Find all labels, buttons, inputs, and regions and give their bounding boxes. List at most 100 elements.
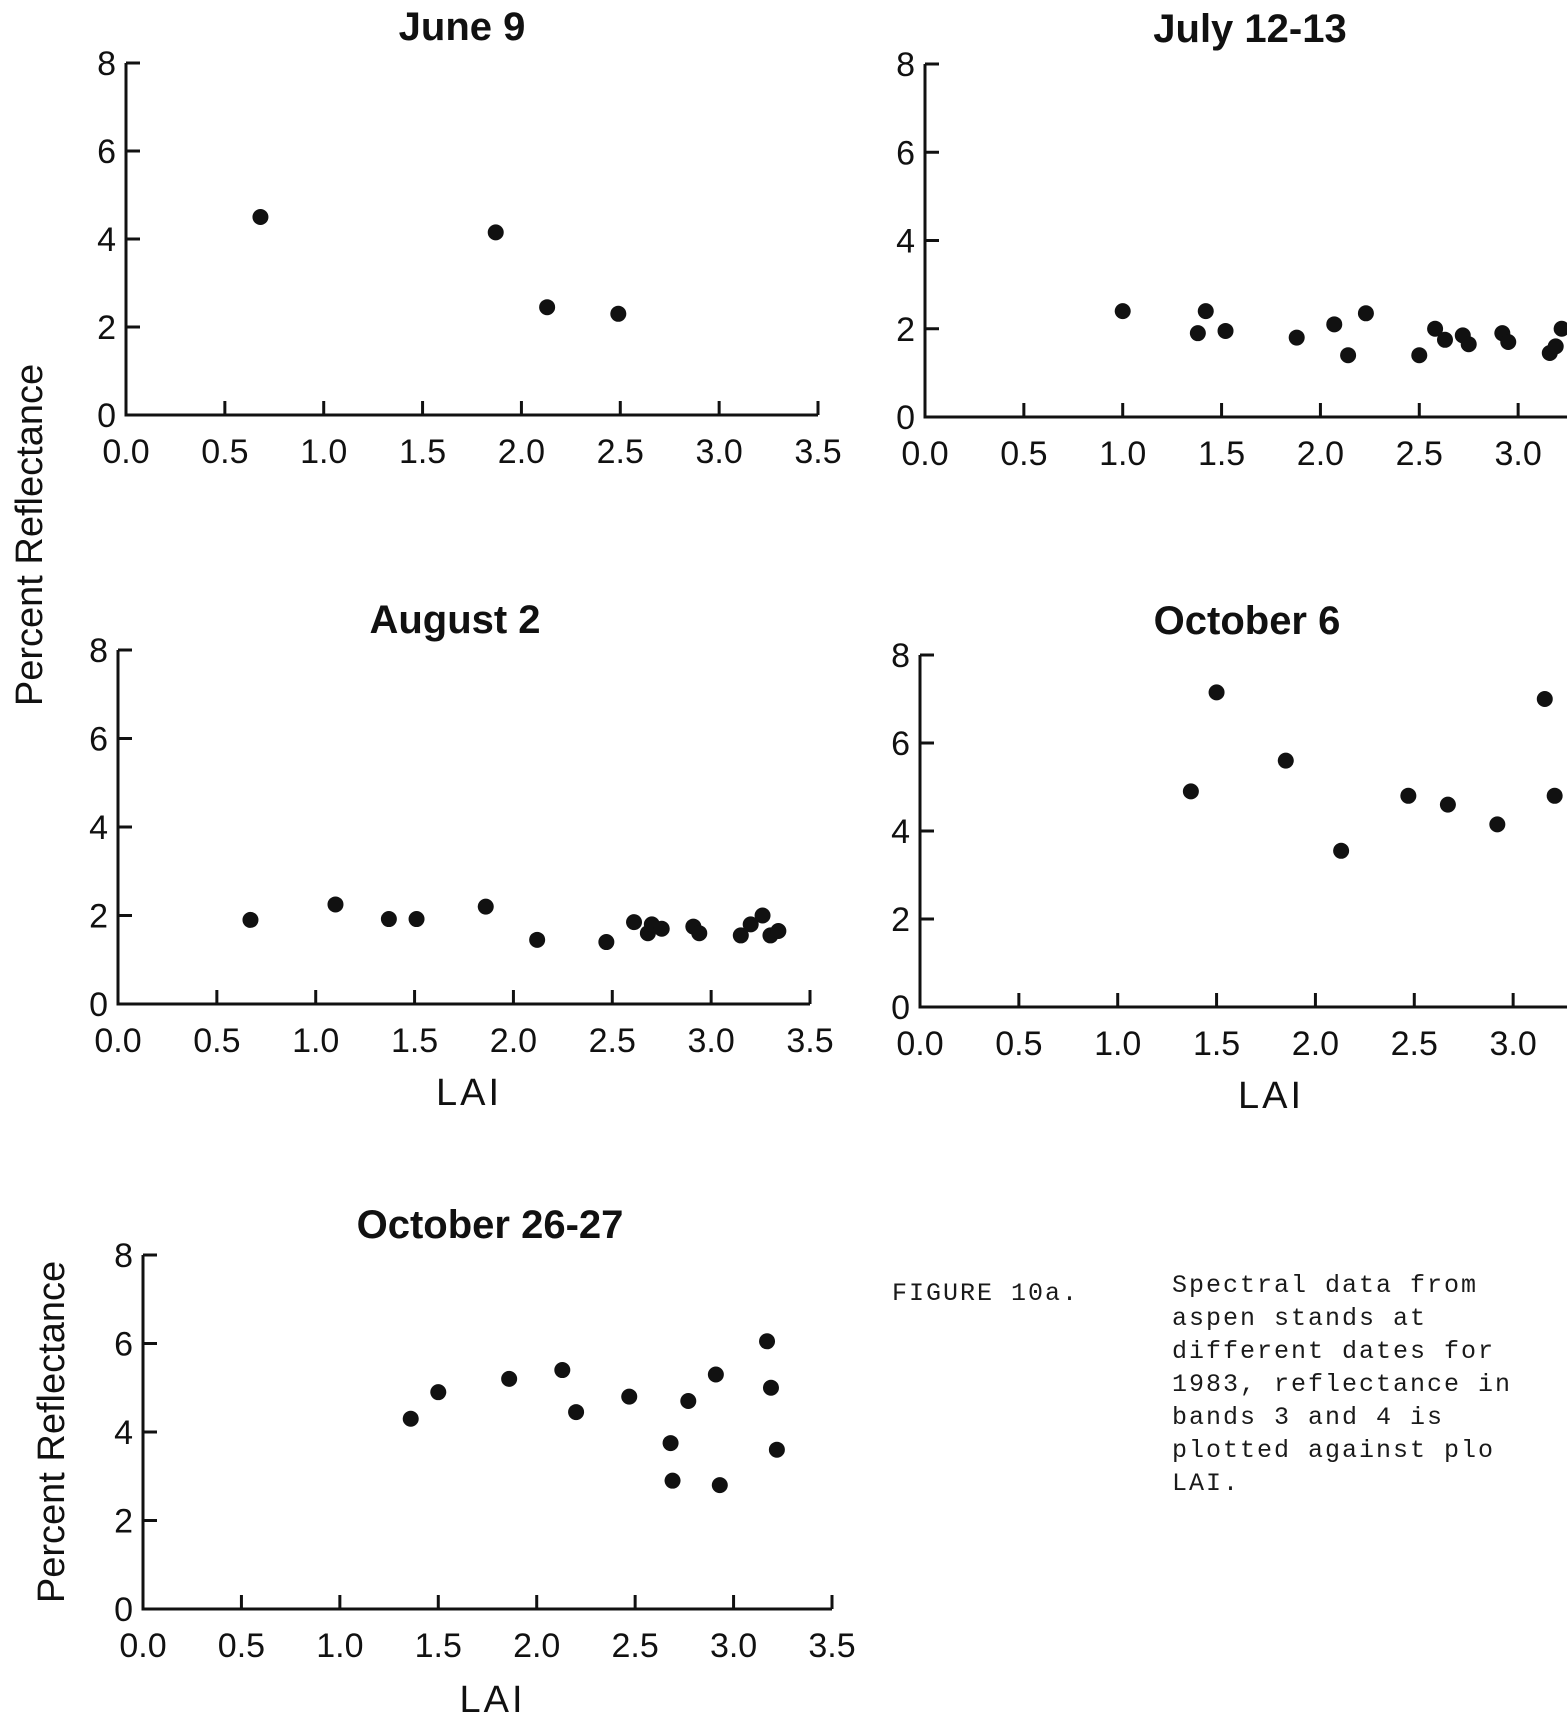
x-tick-label: 1.0	[1099, 435, 1146, 473]
panel-title: October 26-27	[357, 1203, 624, 1247]
x-tick-label: 1.0	[316, 1627, 363, 1665]
data-point	[430, 1384, 447, 1401]
data-point	[1326, 316, 1343, 333]
data-point	[380, 911, 397, 928]
data-point	[554, 1362, 571, 1379]
x-tick-label: 2.0	[1297, 435, 1344, 473]
y-tick-label: 4	[97, 221, 116, 259]
x-tick-label: 1.0	[300, 433, 347, 471]
data-point	[610, 305, 627, 322]
x-axis-label: LAI	[459, 1679, 525, 1721]
x-tick-label: 1.5	[1193, 1025, 1240, 1063]
data-point	[1333, 842, 1350, 859]
x-tick-label: 2.5	[597, 433, 644, 471]
data-point	[598, 934, 615, 951]
data-point	[1114, 303, 1131, 320]
data-point	[1439, 796, 1456, 813]
x-tick-label: 0.5	[1000, 435, 1047, 473]
data-point	[711, 1477, 728, 1494]
x-tick-label: 0.5	[201, 433, 248, 471]
y-axis-label: Percent Reflectance	[31, 1261, 73, 1603]
data-point	[768, 1441, 785, 1458]
data-point	[1460, 336, 1477, 353]
y-tick-label: 0	[114, 1591, 133, 1629]
data-point	[742, 916, 759, 933]
x-tick-label: 2.0	[490, 1022, 537, 1060]
axis-lines	[918, 655, 1567, 1009]
y-tick-label: 6	[896, 134, 915, 172]
y-tick-label: 2	[97, 309, 116, 347]
data-point	[1411, 347, 1428, 364]
data-point	[1197, 303, 1214, 320]
y-tick-label: 6	[97, 133, 116, 171]
data-point	[1288, 329, 1305, 346]
x-tick-label: 0.0	[94, 1022, 141, 1060]
data-point	[327, 896, 344, 913]
y-tick-label: 0	[97, 397, 116, 435]
caption-line: LAI.	[1172, 1469, 1240, 1498]
x-tick-label: 3.0	[696, 433, 743, 471]
x-axis-label: LAI	[436, 1072, 502, 1114]
x-tick-label: 3.0	[1495, 435, 1542, 473]
y-tick-label: 0	[891, 989, 910, 1027]
data-point	[707, 1366, 724, 1383]
data-point	[626, 914, 643, 931]
x-axis-label: LAI	[1238, 1075, 1304, 1117]
data-point	[1357, 305, 1374, 322]
x-tick-label: 3.5	[808, 1627, 855, 1665]
y-tick-label: 4	[114, 1414, 133, 1452]
data-point	[664, 1472, 681, 1489]
y-tick-label: 2	[891, 901, 910, 939]
axis-lines	[141, 1255, 832, 1611]
panel-title: August 2	[369, 598, 540, 642]
x-tick-label: 1.5	[415, 1627, 462, 1665]
y-tick-label: 8	[97, 45, 116, 83]
chart-panel-july-12-13: July 12-13 0 2 4 6 8 0.0 0.5 1.0 1.5 2.0 2.5 3.0	[896, 7, 1567, 473]
y-tick-label: 2	[114, 1503, 133, 1541]
data-point	[754, 907, 771, 924]
y-tick-label: 4	[891, 813, 910, 851]
caption-line: aspen stands at	[1172, 1304, 1427, 1333]
panel-title: October 6	[1154, 599, 1341, 643]
x-tick-label: 3.5	[786, 1022, 833, 1060]
figure-caption: FIGURE 10a. Spectral data from aspen sta…	[892, 1271, 1512, 1498]
x-tick-label: 2.5	[612, 1627, 659, 1665]
data-point	[1189, 325, 1206, 342]
x-tick-label: 3.5	[794, 433, 841, 471]
caption-line: 1983, reflectance in	[1172, 1370, 1512, 1399]
x-tick-label: 2.5	[1396, 435, 1443, 473]
x-tick-label: 2.0	[1292, 1025, 1339, 1063]
y-tick-label: 6	[891, 725, 910, 763]
data-point	[691, 925, 708, 942]
x-tick-label: 2.5	[589, 1022, 636, 1060]
axis-lines	[116, 650, 810, 1006]
x-tick-label: 0.0	[901, 435, 948, 473]
data-point	[1277, 752, 1294, 769]
data-point	[1208, 684, 1225, 701]
data-point	[1553, 320, 1567, 337]
x-tick-label: 1.0	[292, 1022, 339, 1060]
x-tick-label: 2.0	[513, 1627, 560, 1665]
y-tick-label: 8	[89, 632, 108, 670]
data-point	[252, 209, 269, 225]
data-point	[653, 920, 670, 937]
data-point	[680, 1393, 697, 1410]
x-tick-label: 1.5	[399, 433, 446, 471]
data-point	[662, 1435, 679, 1452]
data-point	[732, 927, 749, 944]
x-tick-label: 2.5	[1391, 1025, 1438, 1063]
data-point	[1547, 338, 1564, 355]
data-point	[759, 1333, 776, 1350]
x-tick-label: 3.0	[1490, 1025, 1537, 1063]
data-point	[1436, 331, 1453, 348]
y-tick-label: 2	[89, 898, 108, 936]
caption-line: plotted against plo	[1172, 1436, 1495, 1465]
data-point	[762, 1379, 779, 1396]
x-tick-label: 0.0	[102, 433, 149, 471]
panel-title: July 12-13	[1153, 7, 1346, 51]
data-point	[1536, 691, 1553, 707]
data-point	[501, 1370, 518, 1387]
axis-lines	[124, 63, 818, 417]
caption-line: Spectral data from	[1172, 1271, 1478, 1300]
